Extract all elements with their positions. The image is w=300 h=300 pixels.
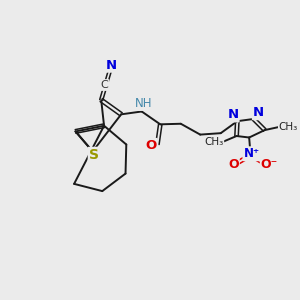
Text: N: N <box>227 108 239 122</box>
Text: C: C <box>100 80 108 90</box>
Text: CH₃: CH₃ <box>204 137 223 147</box>
Text: O: O <box>228 158 239 171</box>
Text: N: N <box>253 106 264 119</box>
Text: O⁻: O⁻ <box>261 158 278 171</box>
Text: NH: NH <box>134 97 152 110</box>
Text: N: N <box>106 59 117 72</box>
Text: O: O <box>146 139 157 152</box>
Text: CH₃: CH₃ <box>279 122 298 132</box>
Text: N⁺: N⁺ <box>243 147 260 160</box>
Text: S: S <box>89 148 99 162</box>
